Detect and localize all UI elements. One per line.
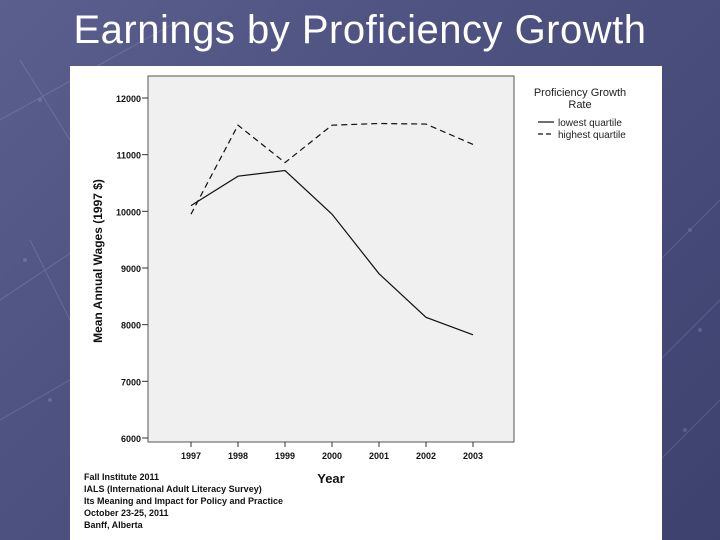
legend-entry: highest quartile — [558, 130, 626, 141]
y-axis-label: Mean Annual Wages (1997 $) — [91, 179, 105, 343]
line-chart: 6000 7000 8000 9000 10000 11000 12000 1997 1998… — [91, 75, 626, 486]
y-tick-label: 6000 — [121, 434, 141, 444]
y-tick-label: 10000 — [116, 207, 141, 217]
footer-line: Fall Institute 2011 — [84, 472, 160, 482]
x-tick-label: 1997 — [181, 451, 201, 461]
x-tick-label: 2002 — [416, 451, 436, 461]
y-tick-label: 11000 — [116, 151, 141, 161]
plot-area — [147, 75, 515, 443]
x-axis-label: Year — [317, 471, 344, 486]
chart-panel: 6000 7000 8000 9000 10000 11000 12000 1997 1998… — [70, 66, 662, 540]
legend: Proficiency Growth Rate lowest quartilehi… — [534, 87, 626, 141]
x-tick-label: 1998 — [228, 451, 248, 461]
y-axis: 6000 7000 8000 9000 10000 11000 12000 — [116, 94, 148, 444]
footer-text: Fall Institute 2011 IALS (International A… — [84, 471, 283, 531]
y-tick-label: 12000 — [116, 94, 141, 104]
x-tick-label: 2000 — [322, 451, 342, 461]
series-line-lowest-quartile — [190, 169, 474, 336]
slide-title: Earnings by Proficiency Growth — [73, 8, 647, 52]
y-tick-label: 7000 — [121, 377, 141, 387]
footer-line: IALS (International Adult Literacy Surve… — [84, 484, 262, 494]
x-tick-label: 1999 — [275, 451, 295, 461]
x-tick-label: 2003 — [463, 451, 483, 461]
footer-line: October 23-25, 2011 — [84, 508, 169, 518]
legend-title: Proficiency Growth Rate — [534, 87, 626, 111]
legend-entry: lowest quartile — [558, 118, 622, 129]
y-tick-label: 8000 — [121, 321, 141, 331]
y-tick-label: 9000 — [121, 264, 141, 274]
x-axis: 1997 1998 1999 2000 2001 2002 2003 — [181, 442, 483, 461]
x-tick-label: 2001 — [369, 451, 389, 461]
series-group — [190, 122, 474, 336]
footer-line: Banff, Alberta — [84, 520, 143, 530]
series-line-highest-quartile — [190, 122, 474, 215]
footer-line: Its Meaning and Impact for Policy and Pr… — [84, 496, 284, 506]
